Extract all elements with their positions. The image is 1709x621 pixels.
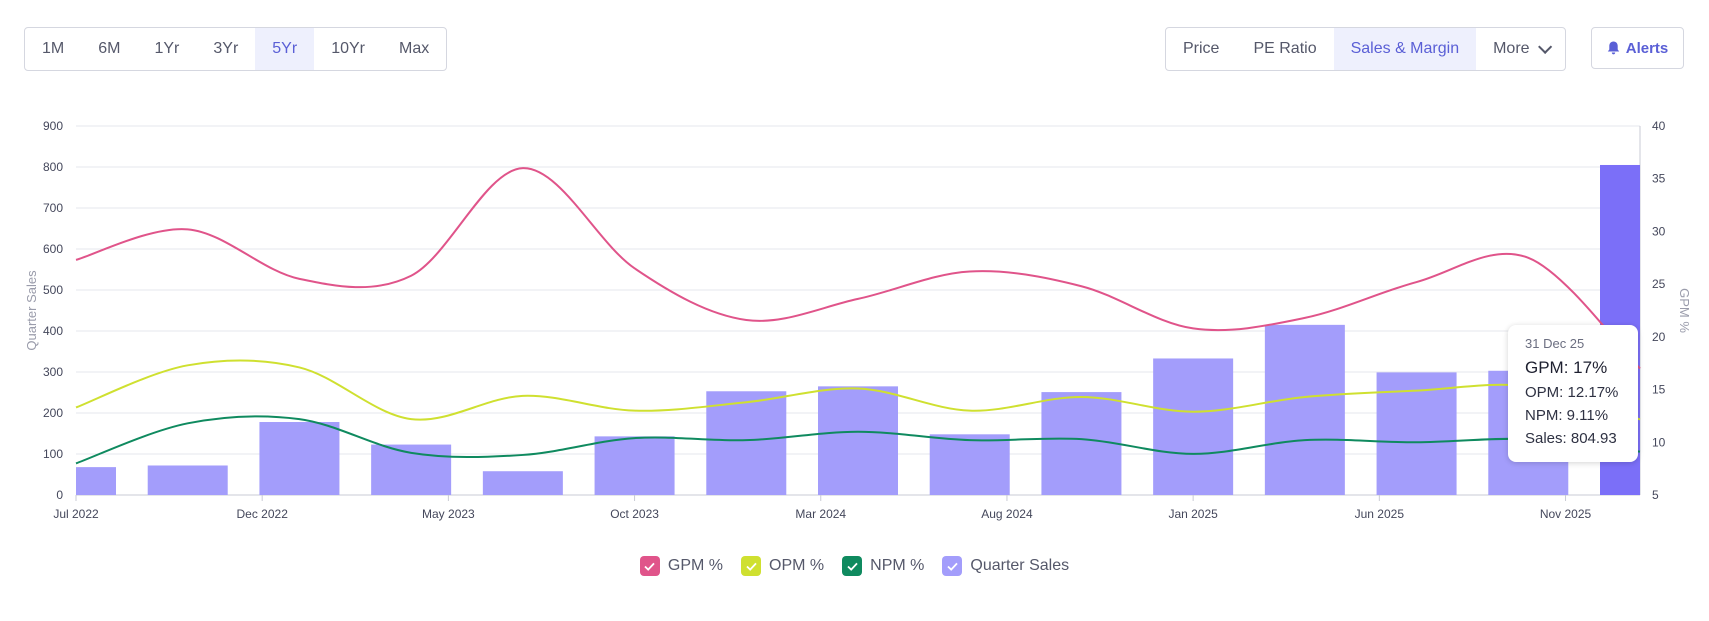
tooltip-npm: NPM: 9.11% bbox=[1525, 407, 1609, 424]
sales-bar bbox=[706, 391, 787, 495]
legend-gpm-label: GPM % bbox=[667, 557, 724, 574]
right-tick-label: 25 bbox=[1652, 277, 1666, 291]
checkbox-icon bbox=[942, 556, 963, 576]
sales-margin-chart[interactable]: 0 100 200 300 400 500 600 700 800 900 5 10 15 20 25 30 3… bbox=[0, 0, 1709, 540]
x-tick-label: Dec 2022 bbox=[237, 507, 289, 521]
sales-bar bbox=[482, 471, 563, 495]
bell-icon bbox=[1607, 41, 1619, 55]
right-tick-label: 35 bbox=[1652, 172, 1666, 186]
tooltip-sales: Sales: 804.93 bbox=[1525, 430, 1617, 447]
checkbox-icon bbox=[639, 556, 660, 576]
x-tick-label: Jun 2025 bbox=[1355, 507, 1405, 521]
range-1yr-button[interactable]: 1Yr bbox=[154, 40, 180, 57]
range-5yr-button[interactable]: 5Yr bbox=[255, 28, 315, 70]
sales-bar bbox=[594, 436, 675, 495]
range-max-button[interactable]: Max bbox=[398, 40, 430, 57]
alerts-button[interactable]: Alerts bbox=[1591, 27, 1684, 69]
chart-legend: GPM % OPM % NPM % Quarter Sales bbox=[0, 556, 1709, 576]
sales-bar bbox=[76, 467, 116, 495]
left-tick-label: 900 bbox=[43, 119, 63, 133]
sales-bar bbox=[1376, 372, 1457, 495]
right-tick-label: 5 bbox=[1652, 488, 1659, 502]
tooltip-date: 31 Dec 25 bbox=[1525, 336, 1585, 351]
left-tick-label: 100 bbox=[43, 447, 63, 461]
right-tick-label: 10 bbox=[1652, 435, 1666, 449]
x-tick-label: May 2023 bbox=[422, 507, 475, 521]
more-dropdown[interactable]: More bbox=[1476, 28, 1564, 70]
x-tick-label: Oct 2023 bbox=[610, 507, 659, 521]
left-tick-label: 400 bbox=[43, 324, 63, 338]
tooltip-gpm: GPM: 17% bbox=[1525, 358, 1608, 377]
range-3yr-button[interactable]: 3Yr bbox=[213, 40, 239, 57]
checkbox-icon bbox=[842, 556, 863, 576]
sales-bar bbox=[1264, 324, 1345, 495]
x-tick-label: Jul 2022 bbox=[53, 507, 99, 521]
x-tick-label: Jan 2025 bbox=[1168, 507, 1218, 521]
left-tick-label: 800 bbox=[43, 160, 63, 174]
npm-line bbox=[75, 415, 1641, 465]
left-axis-title: Quarter Sales bbox=[24, 270, 39, 351]
sales-bar bbox=[147, 465, 228, 495]
sales-bar bbox=[1041, 392, 1122, 495]
legend-npm[interactable]: NPM % bbox=[842, 556, 924, 576]
x-tick-label: Nov 2025 bbox=[1540, 507, 1592, 521]
right-tick-label: 15 bbox=[1652, 383, 1666, 397]
sales-margin-tab[interactable]: Sales & Margin bbox=[1333, 28, 1477, 70]
sales-bar bbox=[259, 422, 340, 495]
time-range-selector: 1M 6M 1Yr 3Yr 5Yr 10Yr Max bbox=[24, 27, 448, 71]
right-tick-label: 20 bbox=[1652, 330, 1666, 344]
sales-bar bbox=[929, 434, 1010, 495]
alerts-label: Alerts bbox=[1625, 39, 1669, 57]
left-tick-label: 300 bbox=[43, 365, 63, 379]
x-tick-label: Mar 2024 bbox=[795, 507, 846, 521]
price-tab[interactable]: Price bbox=[1183, 40, 1220, 57]
chart-tooltip: 31 Dec 25 GPM: 17% OPM: 12.17% NPM: 9.11… bbox=[1508, 325, 1638, 462]
legend-sales-label: Quarter Sales bbox=[970, 557, 1070, 574]
right-tick-label: 40 bbox=[1652, 119, 1666, 133]
legend-quarter-sales[interactable]: Quarter Sales bbox=[942, 556, 1069, 576]
legend-npm-label: NPM % bbox=[870, 557, 925, 574]
pe-ratio-tab[interactable]: PE Ratio bbox=[1253, 40, 1317, 57]
tooltip-opm: OPM: 12.17% bbox=[1525, 384, 1619, 401]
right-axis-title: GPM % bbox=[1677, 288, 1692, 333]
legend-opm-label: OPM % bbox=[769, 557, 825, 574]
left-tick-label: 700 bbox=[43, 201, 63, 215]
sales-bar bbox=[818, 386, 898, 495]
x-tick-label: Aug 2024 bbox=[981, 507, 1033, 521]
opm-line bbox=[75, 359, 1641, 421]
left-tick-label: 500 bbox=[43, 283, 63, 297]
checkbox-icon bbox=[741, 556, 762, 576]
more-label: More bbox=[1493, 40, 1530, 57]
range-1m-button[interactable]: 1M bbox=[42, 40, 65, 57]
range-10yr-button[interactable]: 10Yr bbox=[331, 40, 365, 57]
legend-gpm[interactable]: GPM % bbox=[639, 556, 724, 576]
right-tick-label: 30 bbox=[1652, 224, 1666, 238]
left-tick-label: 600 bbox=[43, 242, 63, 256]
left-tick-label: 200 bbox=[43, 406, 63, 420]
gpm-line bbox=[75, 167, 1641, 370]
sales-bar bbox=[1153, 358, 1234, 495]
metric-selector: Price PE Ratio Sales & Margin More bbox=[1165, 27, 1566, 71]
range-6m-button[interactable]: 6M bbox=[98, 40, 121, 57]
legend-opm[interactable]: OPM % bbox=[741, 556, 824, 576]
left-tick-label: 0 bbox=[56, 488, 63, 502]
